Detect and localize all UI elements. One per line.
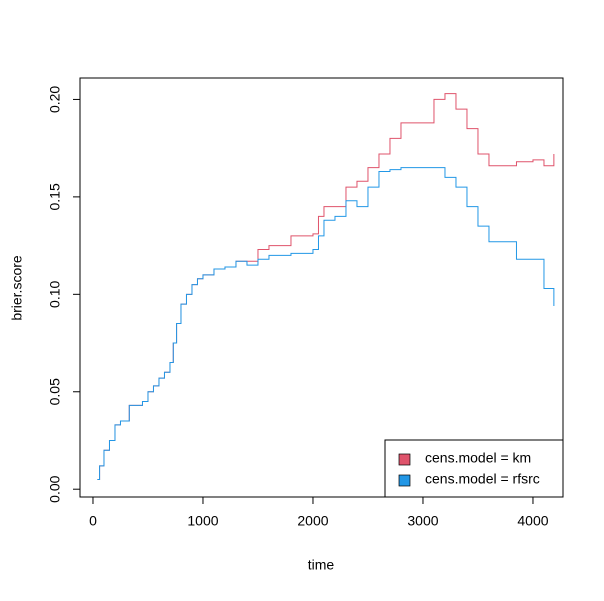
x-tick-label: 4000 (517, 513, 548, 529)
legend-label: cens.model = km (425, 450, 531, 466)
x-tick-label: 1000 (187, 513, 218, 529)
legend-label: cens.model = rfsrc (425, 471, 540, 487)
y-axis-label: brier.score (9, 255, 25, 321)
x-tick-label: 0 (89, 513, 97, 529)
series-line (97, 93, 555, 480)
y-tick-label: 0.00 (47, 475, 63, 502)
y-tick-label: 0.15 (47, 183, 63, 210)
legend-swatch (398, 474, 411, 487)
plot-box (79, 77, 564, 498)
x-tick-label: 3000 (407, 513, 438, 529)
series-line (97, 167, 555, 480)
x-tick-label: 2000 (297, 513, 328, 529)
y-tick-label: 0.20 (47, 86, 63, 113)
legend-box (384, 439, 564, 498)
x-axis-label: time (308, 557, 335, 573)
legend-swatch (398, 453, 411, 466)
y-tick-label: 0.05 (47, 378, 63, 405)
y-tick-label: 0.10 (47, 280, 63, 307)
